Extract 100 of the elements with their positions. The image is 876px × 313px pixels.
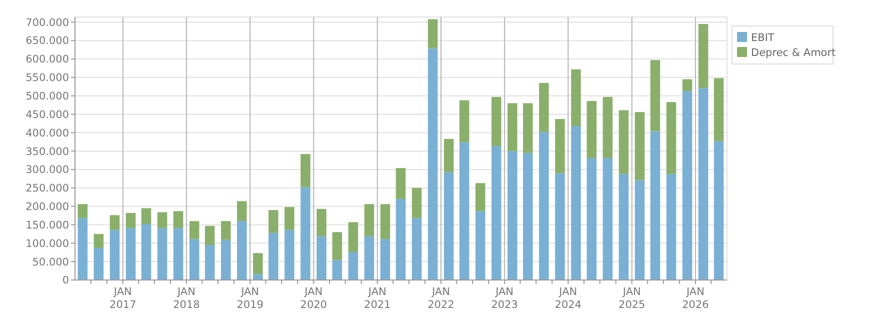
bar — [634, 180, 645, 280]
bar — [539, 82, 549, 132]
legend-label: Deprec & Amort — [751, 47, 836, 59]
bar — [300, 154, 310, 188]
legend-label: EBIT — [751, 32, 775, 44]
bar — [618, 110, 629, 174]
bar — [110, 230, 120, 280]
bar — [189, 221, 200, 240]
bar — [698, 88, 708, 280]
bar — [459, 142, 470, 280]
bar — [618, 174, 629, 280]
bar — [714, 141, 724, 280]
bar — [396, 168, 406, 199]
bar — [571, 69, 581, 126]
bar — [236, 201, 247, 222]
x-tick-label: JAN 2019 — [236, 286, 264, 311]
bar — [571, 126, 581, 280]
bar — [682, 91, 692, 280]
bar — [268, 210, 278, 233]
bar — [364, 204, 374, 236]
bar — [396, 198, 406, 280]
bar — [412, 188, 422, 218]
bar — [682, 79, 692, 92]
bar — [444, 172, 454, 280]
y-tick-label: 300.000 — [26, 164, 69, 176]
bar — [555, 173, 565, 280]
bar — [412, 218, 422, 280]
y-tick-label: 350.000 — [26, 146, 69, 158]
y-tick-label: 0 — [62, 274, 69, 287]
bar — [316, 236, 326, 280]
bar — [189, 239, 200, 280]
bar — [300, 187, 310, 280]
x-tick-label: JAN 2024 — [554, 286, 582, 311]
bar — [508, 151, 518, 280]
bar — [491, 146, 502, 280]
bar — [364, 236, 374, 280]
bar — [126, 212, 136, 228]
bar — [491, 96, 502, 146]
bar — [348, 252, 358, 280]
bar — [220, 221, 231, 240]
x-tick-label: JAN 2017 — [110, 286, 136, 311]
bar — [634, 112, 645, 180]
bar — [141, 224, 152, 280]
bar — [698, 24, 708, 88]
y-tick-label: 200.000 — [26, 201, 69, 214]
bar — [332, 260, 342, 280]
y-tick-label: 100.000 — [26, 238, 69, 250]
bar — [444, 138, 454, 172]
x-tick-label: JAN 2020 — [300, 286, 328, 311]
bar — [348, 222, 358, 252]
x-tick-label: JAN 2023 — [491, 286, 518, 311]
x-tick-label: JAN 2026 — [682, 286, 710, 311]
bar — [508, 103, 518, 152]
x-tick-label: JAN 2025 — [618, 286, 646, 311]
bar — [110, 215, 120, 230]
y-tick-label: 600.000 — [26, 54, 69, 66]
bar — [253, 274, 263, 280]
y-tick-label: 250.000 — [26, 182, 69, 195]
bar — [220, 240, 231, 280]
bar — [539, 132, 549, 280]
y-tick-label: 400.000 — [26, 127, 69, 140]
bar — [666, 174, 676, 280]
bar — [204, 245, 215, 280]
y-tick-label: 500.000 — [26, 90, 69, 102]
bar — [126, 228, 136, 280]
bar — [602, 96, 613, 158]
bar — [475, 211, 486, 280]
bar — [284, 230, 294, 280]
x-tick-label: JAN 2022 — [428, 286, 454, 311]
bar — [586, 100, 597, 158]
y-tick-label: 550.000 — [26, 72, 69, 84]
bar — [173, 228, 184, 280]
bar — [284, 207, 294, 230]
bar — [666, 102, 676, 174]
y-tick-label: 150.000 — [26, 219, 69, 232]
bar — [380, 239, 390, 280]
bar — [141, 208, 152, 224]
bar — [380, 204, 390, 240]
bar — [523, 152, 533, 280]
bar — [157, 212, 168, 228]
bar — [428, 19, 438, 48]
bar — [475, 183, 486, 212]
y-tick-label: 700.000 — [26, 16, 69, 29]
bar — [650, 60, 660, 132]
bar — [586, 158, 597, 280]
bar — [94, 248, 104, 280]
bar — [236, 221, 247, 280]
bar — [332, 232, 342, 260]
x-tick-label: JAN 2021 — [364, 286, 391, 311]
bar — [459, 100, 470, 142]
y-tick-label: 450.000 — [26, 108, 69, 121]
y-tick-label: 650.000 — [26, 35, 69, 48]
bar — [602, 158, 613, 280]
bar — [523, 103, 533, 153]
bar — [78, 218, 88, 280]
bar — [555, 119, 565, 174]
y-tick-label: 50.000 — [32, 256, 69, 268]
bar — [253, 253, 263, 274]
bar — [428, 48, 438, 280]
bar — [316, 208, 326, 236]
